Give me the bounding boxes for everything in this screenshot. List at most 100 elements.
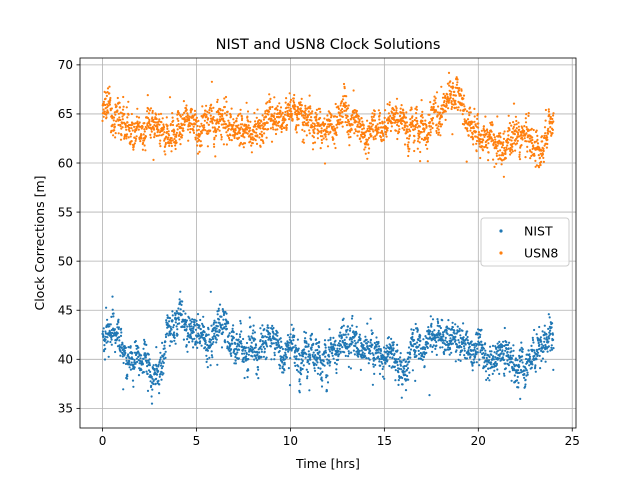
data-point	[400, 368, 403, 371]
data-point	[115, 105, 118, 108]
data-point	[407, 137, 411, 140]
data-point	[121, 118, 124, 121]
data-point	[457, 358, 460, 361]
data-point	[329, 116, 333, 119]
x-tick-label: 10	[283, 434, 298, 448]
data-point	[223, 120, 226, 123]
data-point	[276, 331, 279, 334]
data-point	[310, 338, 313, 341]
data-point	[239, 141, 243, 144]
data-point	[304, 112, 307, 116]
data-point	[478, 335, 482, 339]
data-point	[508, 122, 511, 125]
data-point	[245, 101, 248, 104]
data-point	[293, 108, 296, 111]
data-point	[306, 370, 309, 374]
data-point	[479, 351, 482, 354]
data-point	[310, 346, 313, 349]
data-point	[426, 147, 429, 150]
data-point	[297, 347, 300, 350]
data-point	[333, 142, 336, 145]
data-point	[509, 146, 512, 150]
data-point	[486, 146, 489, 149]
data-point	[169, 332, 172, 335]
data-point	[331, 352, 334, 355]
data-point	[326, 114, 329, 117]
data-point	[408, 351, 411, 354]
data-point	[183, 123, 186, 126]
data-point	[481, 349, 484, 352]
data-point	[545, 134, 548, 137]
data-point	[503, 326, 506, 330]
data-point	[352, 330, 355, 333]
data-point	[198, 334, 201, 337]
data-point	[511, 121, 515, 124]
data-point	[509, 354, 512, 357]
data-point	[493, 165, 496, 168]
data-point	[134, 139, 137, 142]
data-point	[119, 350, 122, 353]
data-point	[168, 320, 171, 323]
data-point	[471, 137, 475, 140]
data-point	[304, 356, 307, 359]
data-point	[540, 135, 544, 138]
data-point	[495, 347, 498, 350]
data-point	[239, 335, 242, 338]
data-point	[367, 340, 370, 343]
data-point	[130, 132, 133, 136]
data-point	[491, 372, 494, 375]
series-usn8	[101, 71, 555, 178]
data-point	[427, 136, 430, 139]
data-point	[479, 156, 482, 160]
data-point	[494, 143, 497, 146]
data-point	[118, 336, 121, 339]
data-point	[439, 134, 442, 137]
data-point	[201, 322, 204, 325]
data-point	[369, 341, 372, 344]
data-point	[206, 343, 209, 347]
data-point	[307, 350, 310, 353]
data-point	[123, 137, 126, 140]
data-point	[202, 315, 205, 318]
data-point	[437, 105, 440, 108]
data-point	[504, 362, 507, 365]
data-point	[108, 92, 111, 95]
data-point	[449, 347, 452, 351]
data-point	[383, 377, 386, 380]
data-point	[273, 112, 276, 115]
data-point	[139, 140, 142, 143]
data-point	[397, 371, 400, 374]
data-point	[165, 116, 168, 119]
data-point	[455, 349, 458, 352]
data-point	[255, 131, 258, 134]
data-point	[357, 353, 361, 356]
data-point	[191, 318, 194, 321]
data-point	[405, 111, 408, 114]
data-point	[113, 129, 116, 132]
data-point	[426, 140, 430, 143]
y-tick-label: 45	[58, 304, 73, 318]
data-point	[128, 130, 131, 133]
data-point	[418, 141, 421, 144]
data-point	[275, 341, 278, 344]
data-point	[401, 383, 404, 386]
data-point	[542, 147, 545, 150]
data-point	[194, 113, 197, 116]
data-point	[362, 344, 365, 347]
data-point	[521, 350, 524, 353]
data-point	[411, 122, 414, 125]
data-point	[537, 341, 540, 345]
data-point	[261, 114, 264, 117]
data-point	[214, 155, 217, 158]
data-point	[282, 371, 285, 374]
x-tick-label: 25	[565, 434, 580, 448]
data-point	[431, 126, 434, 130]
data-point	[469, 111, 472, 114]
data-point	[459, 334, 462, 337]
data-point	[185, 328, 188, 331]
data-point	[288, 336, 291, 339]
data-point	[109, 323, 112, 326]
data-point	[291, 342, 294, 345]
data-point	[428, 113, 431, 116]
data-point	[538, 343, 541, 346]
